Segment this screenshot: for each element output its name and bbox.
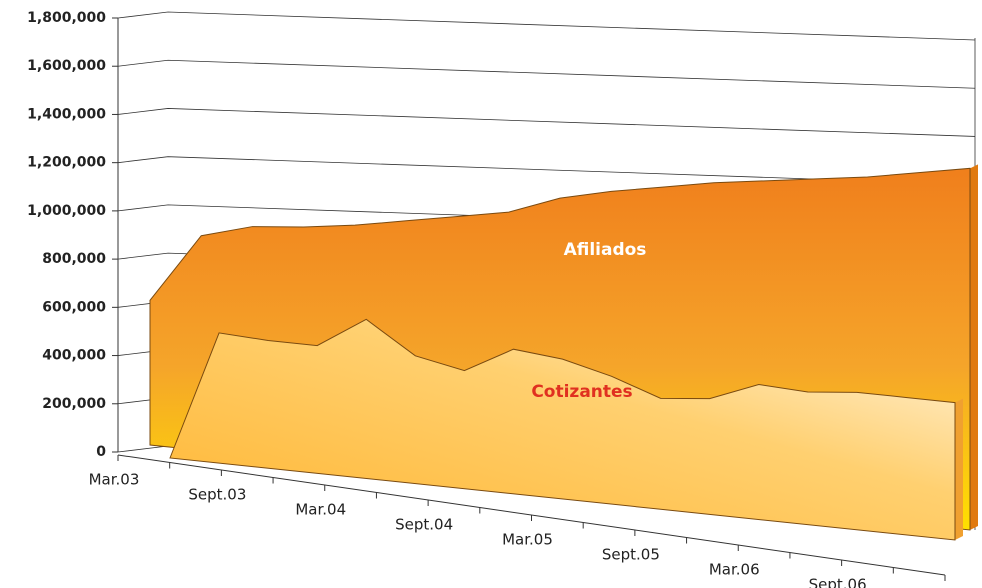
x-tick-label: Mar.05 — [502, 531, 553, 549]
series-label: Cotizantes — [531, 382, 632, 402]
y-tick-label: 600,000 — [42, 299, 106, 315]
series-label: Afiliados — [564, 240, 647, 260]
y-tick-label: 400,000 — [42, 348, 106, 364]
y-tick-label: 1,200,000 — [27, 155, 106, 171]
area-side — [955, 398, 963, 540]
y-tick-label: 1,400,000 — [27, 106, 106, 122]
area-side — [970, 164, 978, 531]
x-tick-label: Sept.03 — [188, 486, 246, 504]
y-tick-label: 200,000 — [42, 396, 106, 412]
grid-line — [117, 108, 976, 137]
grid-line — [117, 156, 976, 186]
x-tick-label: Mar.04 — [295, 501, 346, 519]
y-tick-label: 1,000,000 — [27, 203, 106, 219]
grid-line — [117, 11, 976, 41]
x-tick-label: Mar.06 — [709, 561, 760, 579]
y-tick-label: 1,800,000 — [27, 10, 106, 26]
area — [169, 318, 956, 541]
x-tick-label: Sept.05 — [602, 546, 660, 564]
grid-line — [117, 59, 976, 89]
x-tick-label: Sept.04 — [395, 516, 453, 534]
y-tick-label: 800,000 — [42, 251, 106, 267]
x-tick-label: Mar.03 — [89, 471, 140, 489]
x-tick-label: Sept.06 — [809, 576, 867, 588]
y-tick-label: 0 — [96, 444, 106, 460]
y-tick-label: 1,600,000 — [27, 58, 106, 74]
